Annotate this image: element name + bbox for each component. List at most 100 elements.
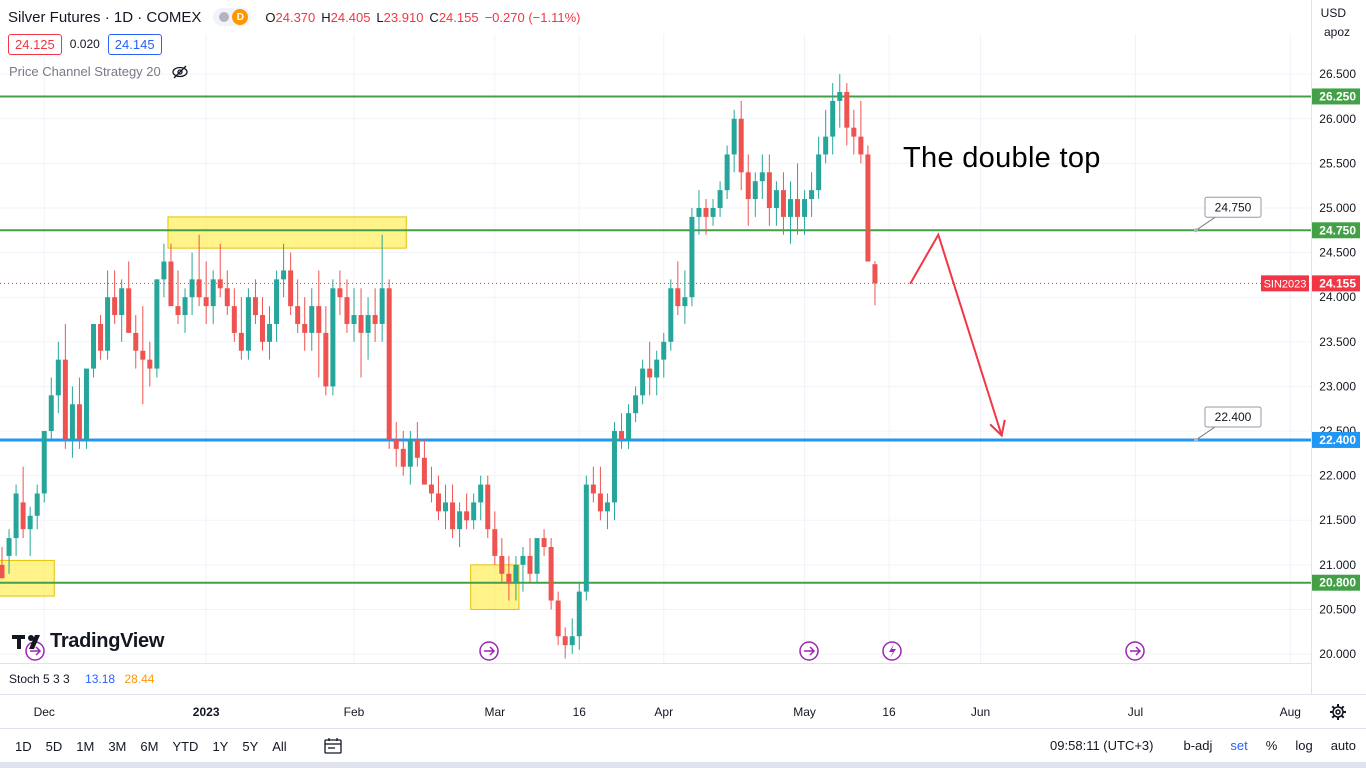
ohlc-value-h: 24.405 — [330, 9, 371, 25]
range-button-1d[interactable]: 1D — [15, 738, 32, 754]
time-axis[interactable]: Dec 2023 Feb Mar 16 Apr May 16 Jun Jul Aug — [0, 663, 1366, 720]
highlight-box — [0, 559, 55, 597]
expiration-event-icon[interactable] — [479, 641, 499, 661]
market-status-pill[interactable]: D — [213, 8, 252, 26]
candle-body — [76, 404, 82, 440]
candle-body — [6, 538, 12, 556]
range-button-5d[interactable]: 5D — [45, 738, 63, 754]
candle-body — [492, 529, 498, 556]
settlement-toggle[interactable]: set — [1230, 738, 1248, 753]
clock-timezone[interactable]: 09:58:11 (UTC+3) — [1050, 738, 1154, 753]
ohlc-change: −0.270 (−1.11%) — [484, 9, 581, 25]
price-chart[interactable]: 24.750 22.400 20.000 20.500 21.000 21.500 22.… — [0, 0, 1366, 728]
eye-off-icon[interactable] — [171, 65, 189, 79]
candle-body — [640, 368, 646, 396]
expiration-event-icon[interactable] — [1125, 641, 1145, 661]
auto-scale-toggle[interactable]: auto — [1330, 738, 1356, 753]
log-scale-toggle[interactable]: log — [1295, 738, 1313, 753]
candle-body — [851, 127, 857, 137]
range-button-1m[interactable]: 1M — [76, 738, 95, 754]
candle-body — [675, 288, 681, 307]
chart-grid — [0, 34, 1311, 663]
strategy-legend[interactable]: Price Channel Strategy 20 — [9, 64, 189, 79]
arrow-path — [909, 232, 1003, 436]
ohlc-key-c: C — [429, 9, 439, 25]
callout-leader — [1195, 216, 1216, 231]
annotation-text[interactable]: The double top — [903, 142, 1101, 174]
candle-body — [231, 306, 237, 333]
candle-body — [147, 359, 153, 369]
x-tick-label: Feb — [344, 705, 365, 719]
x-tick-label: Jul — [1128, 705, 1143, 719]
horizontal-levels[interactable] — [0, 95, 1311, 584]
candle-body — [48, 395, 54, 432]
candle-body — [330, 288, 336, 387]
symbol-title[interactable]: Silver Futures · 1D · COMEX — [8, 8, 202, 26]
candle-body — [844, 91, 850, 128]
candle-body — [133, 332, 139, 351]
candle-body — [745, 172, 751, 200]
candle-body — [400, 448, 406, 467]
candle-body — [457, 511, 463, 530]
level-callouts[interactable]: 24.750 22.400 — [1194, 196, 1262, 442]
range-button-3m[interactable]: 3M — [108, 738, 127, 754]
candle-body — [562, 636, 568, 646]
candle-body — [485, 484, 491, 530]
candle-body — [766, 172, 772, 208]
candle-body — [182, 297, 188, 316]
range-button-6m[interactable]: 6M — [140, 738, 159, 754]
candle-body — [274, 279, 280, 324]
expiration-event-icon[interactable] — [799, 641, 819, 661]
candle-body — [259, 315, 265, 342]
candle-body — [323, 332, 329, 387]
level-price-label: 24.750 — [1319, 223, 1356, 237]
event-markers[interactable] — [25, 641, 1145, 661]
candle-body — [590, 484, 596, 494]
candle-body — [358, 315, 364, 333]
strategy-label: Price Channel Strategy 20 — [9, 64, 161, 79]
candle-body — [682, 297, 688, 307]
candle-body — [421, 457, 427, 485]
calendar-goto-icon[interactable] — [324, 738, 342, 754]
candle-body — [316, 306, 322, 333]
scale-controls: 09:58:11 (UTC+3) b-adj set % log auto — [1050, 738, 1356, 753]
last-price-tag: 26.250 24.750 22.400 20.800 SIN2023 24.155 — [1261, 88, 1360, 591]
candle-body — [717, 190, 723, 208]
candle-body — [238, 332, 244, 351]
percent-scale-toggle[interactable]: % — [1265, 738, 1278, 753]
level-price-label: 26.250 — [1319, 89, 1356, 103]
price-axis[interactable]: 20.00020.50021.00021.50022.00022.50023.0… — [1311, 0, 1366, 728]
unit-label[interactable]: apoz — [1323, 25, 1350, 39]
level-price-tag — [1312, 222, 1360, 239]
tradingview-logo[interactable]: TradingView — [12, 630, 164, 653]
ohlc-value-c: 24.155 — [438, 9, 479, 25]
candle-body — [506, 573, 512, 583]
buy-price-button[interactable]: 24.145 — [107, 33, 162, 55]
callout-anchor — [1194, 228, 1198, 233]
range-button-5y[interactable]: 5Y — [242, 738, 259, 754]
y-tick-label: 24.000 — [1319, 290, 1356, 304]
currency-label[interactable]: USD — [1320, 6, 1346, 20]
range-button-all[interactable]: All — [272, 738, 287, 754]
level-price-tag — [1312, 431, 1360, 448]
candle-body — [464, 511, 470, 521]
x-tick-label: Jun — [971, 705, 990, 719]
candle-body — [393, 439, 399, 449]
callout-box — [1204, 196, 1262, 218]
stoch-legend[interactable]: Stoch 5 3 3 13.18 28.44 — [9, 672, 154, 686]
highlight-boxes — [0, 216, 520, 610]
range-button-1y[interactable]: 1Y — [212, 738, 229, 754]
sell-price-button[interactable]: 24.125 — [8, 33, 62, 55]
stoch-d-value: 28.44 — [124, 672, 155, 686]
candle-body — [450, 502, 456, 530]
candle-body — [189, 279, 195, 298]
projection-arrow[interactable] — [909, 232, 1006, 438]
candle-body — [365, 315, 371, 333]
candle-body — [126, 288, 132, 333]
range-button-ytd[interactable]: YTD — [172, 738, 199, 754]
gear-icon[interactable] — [1329, 703, 1347, 721]
candle-body — [196, 279, 202, 298]
candle-body — [731, 118, 737, 155]
lightning-event-icon[interactable] — [882, 641, 902, 661]
back-adjust-toggle[interactable]: b-adj — [1183, 738, 1213, 753]
